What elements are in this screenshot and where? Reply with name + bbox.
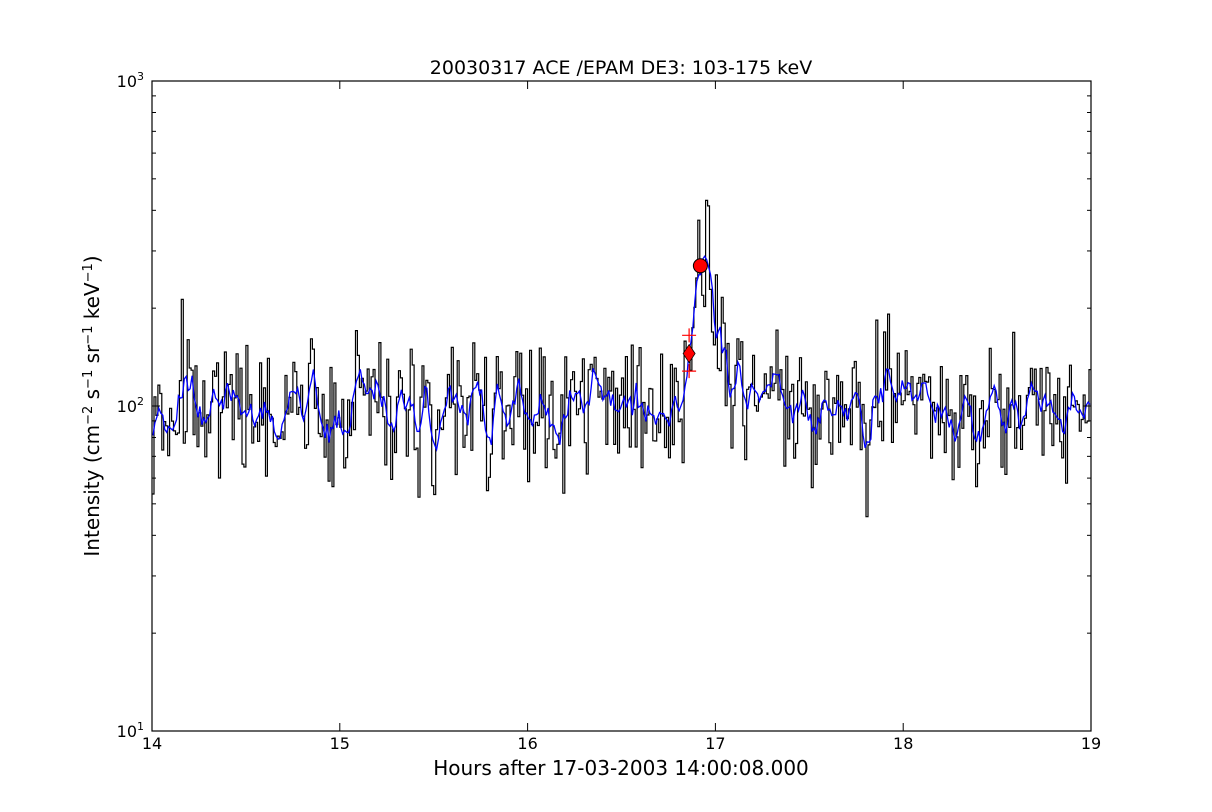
series-line-black	[152, 199, 1091, 518]
x-axis-title: Hours after 17-03-2003 14:00:08.000	[433, 756, 809, 780]
x-tick-label: 15	[330, 734, 350, 753]
marker-circle	[692, 258, 708, 274]
y-axis-title: Intensity (cm−2 s−1 sr−1 keV−1)	[80, 255, 104, 556]
y-tick-label: 102	[117, 395, 144, 416]
y-tick-label: 103	[117, 70, 144, 91]
y-tick-label: 101	[117, 720, 144, 741]
marker-layer	[682, 258, 708, 379]
x-tick-label: 14	[142, 734, 162, 753]
marker-plus	[682, 328, 697, 343]
marker-diamond	[682, 343, 696, 364]
series-layer	[152, 199, 1091, 518]
x-tick-label: 18	[893, 734, 913, 753]
chart-title: 20030317 ACE /EPAM DE3: 103-175 keV	[430, 57, 812, 79]
x-tick-label: 17	[705, 734, 725, 753]
x-tick-label: 16	[517, 734, 537, 753]
x-tick-label: 19	[1081, 734, 1101, 753]
marker-plus	[682, 364, 697, 379]
series-line-blue	[152, 255, 1091, 452]
tick-layer: 14 15 16 17 18 19 101 102 103	[117, 70, 1102, 753]
